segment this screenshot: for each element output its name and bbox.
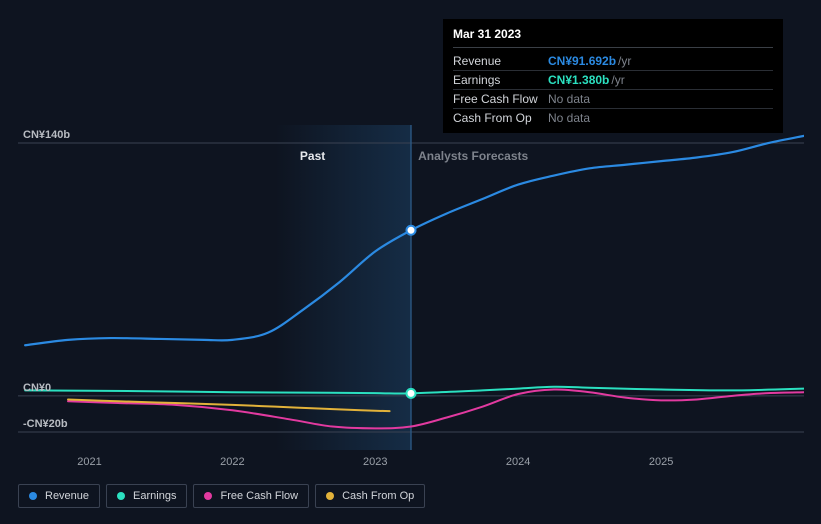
legend-label: Cash From Op: [342, 490, 414, 502]
tooltip-row: Free Cash FlowNo data: [453, 90, 773, 109]
y-axis-label: -CN¥20b: [23, 418, 68, 430]
tooltip-nodata: No data: [548, 111, 590, 125]
legend-item-revenue[interactable]: Revenue: [18, 484, 100, 508]
tooltip-label: Earnings: [453, 73, 548, 87]
tooltip-value: CN¥1.380b: [548, 73, 609, 87]
legend-label: Revenue: [45, 490, 89, 502]
tooltip-label: Cash From Op: [453, 111, 548, 125]
tooltip-row: EarningsCN¥1.380b /yr: [453, 71, 773, 90]
chart-area[interactable]: CN¥140bCN¥0-CN¥20b 20212022202320242025 …: [18, 125, 804, 450]
tooltip-unit: /yr: [611, 73, 624, 87]
legend-swatch: [326, 492, 334, 500]
tooltip-label: Revenue: [453, 54, 548, 68]
x-axis-label: 2021: [77, 456, 101, 468]
series-revenue: [25, 136, 804, 345]
legend-item-free_cash_flow[interactable]: Free Cash Flow: [193, 484, 309, 508]
tooltip-date: Mar 31 2023: [453, 27, 773, 48]
x-axis-label: 2024: [506, 456, 530, 468]
legend-item-earnings[interactable]: Earnings: [106, 484, 187, 508]
legend-swatch: [204, 492, 212, 500]
y-axis-label: CN¥0: [23, 382, 51, 394]
hover-marker-revenue: [407, 226, 416, 235]
x-axis-label: 2023: [363, 456, 387, 468]
period-label-forecast: Analysts Forecasts: [418, 149, 528, 163]
y-axis-label: CN¥140b: [23, 129, 70, 141]
x-axis-label: 2025: [649, 456, 673, 468]
tooltip-label: Free Cash Flow: [453, 92, 548, 106]
tooltip-unit: /yr: [618, 54, 631, 68]
series-free_cash_flow: [68, 389, 804, 428]
legend-label: Free Cash Flow: [220, 490, 298, 502]
tooltip-row: Cash From OpNo data: [453, 109, 773, 127]
legend: Revenue Earnings Free Cash Flow Cash From O…: [18, 484, 425, 508]
tooltip-row: RevenueCN¥91.692b /yr: [453, 52, 773, 71]
chart-svg: [18, 125, 804, 450]
hover-marker-earnings: [407, 389, 416, 398]
hover-tooltip: Mar 31 2023 RevenueCN¥91.692b /yrEarning…: [443, 19, 783, 133]
x-axis-label: 2022: [220, 456, 244, 468]
tooltip-value: CN¥91.692b: [548, 54, 616, 68]
period-label-past: Past: [300, 149, 325, 163]
legend-swatch: [117, 492, 125, 500]
legend-item-cash_from_op[interactable]: Cash From Op: [315, 484, 425, 508]
legend-label: Earnings: [133, 490, 176, 502]
legend-swatch: [29, 492, 37, 500]
tooltip-nodata: No data: [548, 92, 590, 106]
